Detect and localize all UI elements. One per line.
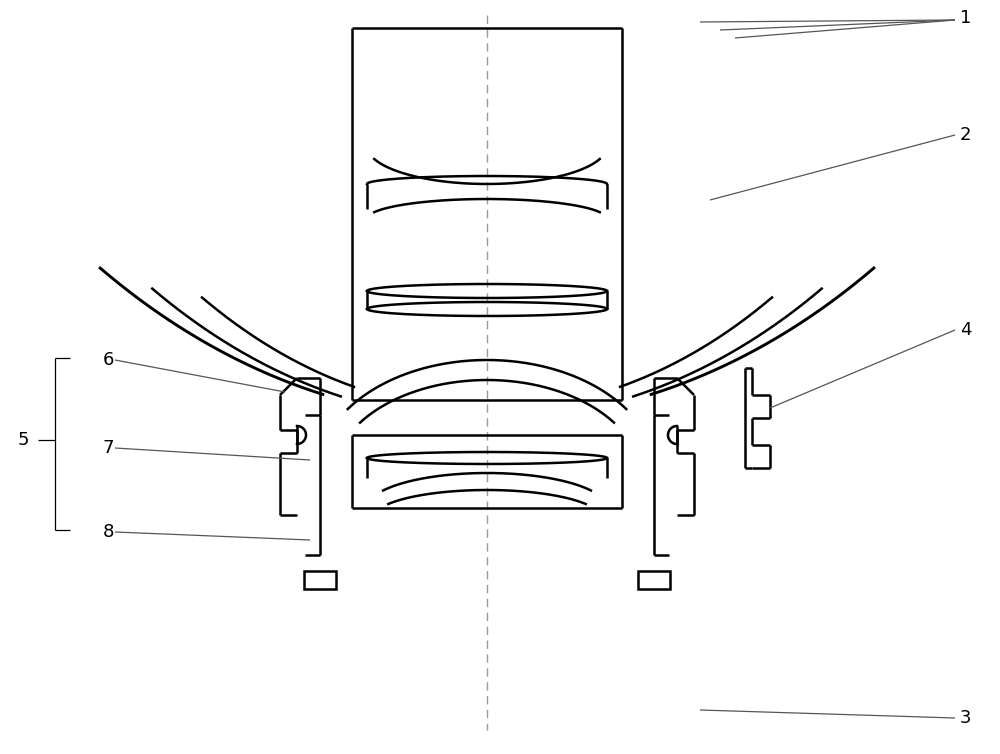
Bar <box>638 571 670 589</box>
Text: 3: 3 <box>960 709 972 727</box>
Text: 7: 7 <box>103 439 114 457</box>
Text: 2: 2 <box>960 126 972 144</box>
Text: 6: 6 <box>103 351 114 369</box>
Bar <box>304 571 336 589</box>
Text: 5: 5 <box>18 431 30 449</box>
Text: 4: 4 <box>960 321 972 339</box>
Text: 8: 8 <box>103 523 114 541</box>
Text: 1: 1 <box>960 9 971 27</box>
